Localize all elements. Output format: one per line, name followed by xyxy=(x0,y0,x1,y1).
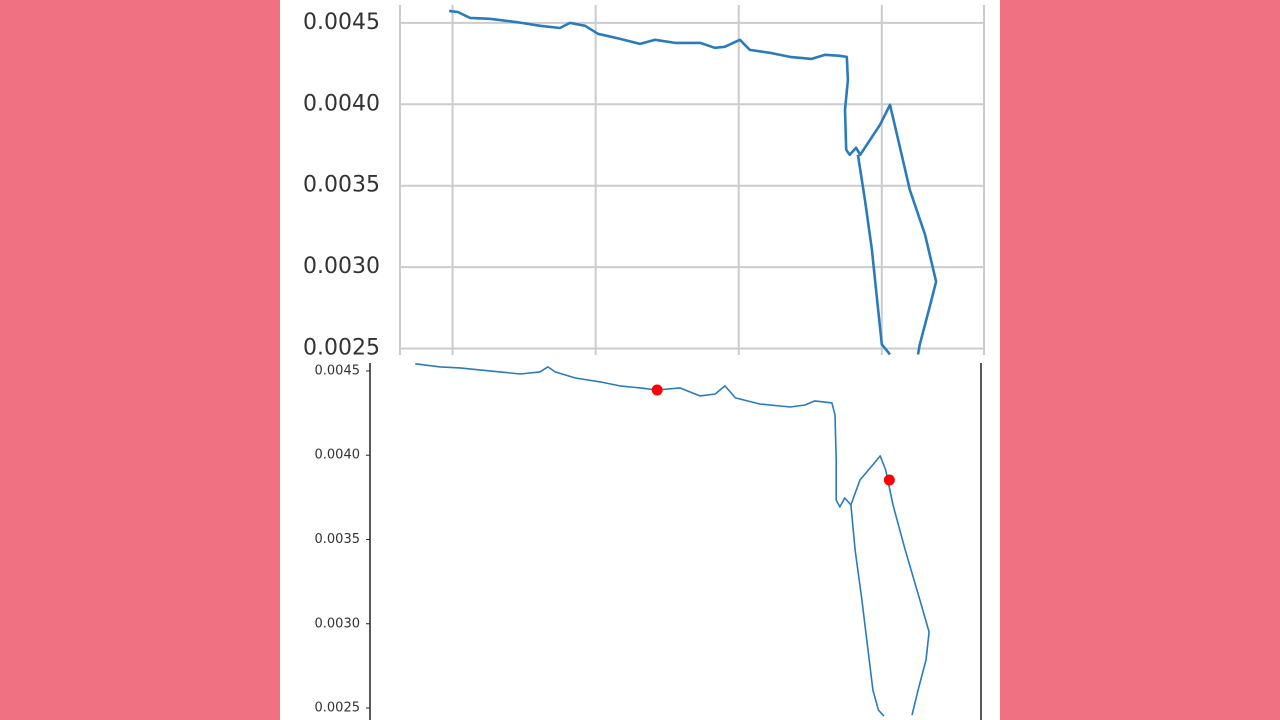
chart: 0.0025 0.0030 0.0035 0.0040 0.0045 xyxy=(315,363,982,720)
y-tick-label: 0.0030 xyxy=(303,254,380,279)
y-tick-label: 0.0040 xyxy=(303,91,380,116)
line xyxy=(448,9,938,355)
line xyxy=(415,363,930,717)
y-tick-label: 0.0045 xyxy=(303,10,380,35)
y-tick-label: 0.0030 xyxy=(315,616,361,631)
y-tick-label: 0.0025 xyxy=(315,701,361,716)
marker xyxy=(883,474,895,486)
marker xyxy=(651,384,663,396)
y-tick-label: 0.0040 xyxy=(315,448,361,463)
y-tick-label: 0.0035 xyxy=(303,173,380,198)
chart: 0.0025 0.0030 0.0035 0.0040 0.0045 xyxy=(303,5,985,360)
y-tick-label: 0.0035 xyxy=(315,532,361,547)
y-tick-label: 0.0045 xyxy=(315,363,361,378)
y-tick-label: 0.0025 xyxy=(303,335,380,360)
